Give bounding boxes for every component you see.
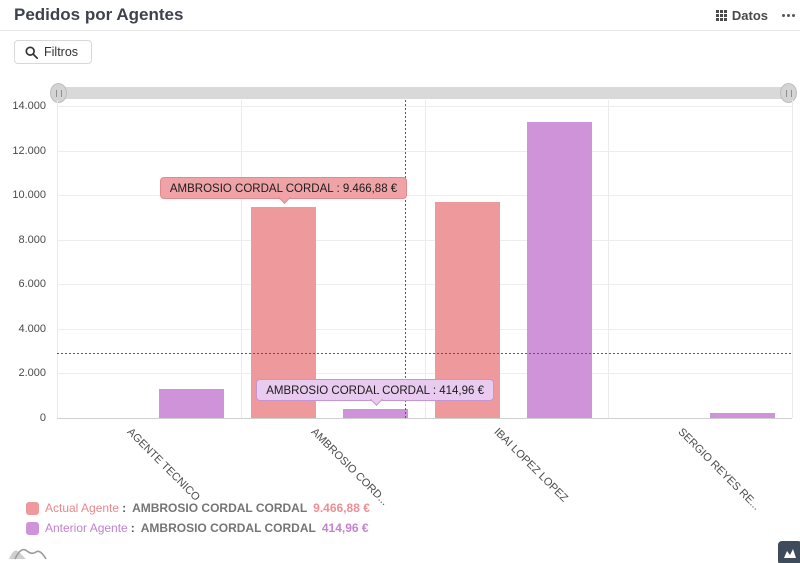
filter-toolbar: Filtros xyxy=(14,40,93,64)
x-axis-label-agente-tecnico: AGENTE TECNICO xyxy=(124,426,202,504)
legend-separator: : xyxy=(130,521,135,535)
series-tooltip-actual-agente: AMBROSIO CORDAL CORDAL : 9.466,88 € xyxy=(159,177,408,204)
filters-label: Filtros xyxy=(44,45,79,59)
bar-anterior-agente-ambrosio-cord[interactable] xyxy=(342,408,408,418)
legend-series-name: Anterior Agente xyxy=(45,521,128,535)
cursor-vertical-line xyxy=(404,100,406,418)
chart-scrollbar[interactable] xyxy=(50,83,797,103)
y-axis-tick-label: 6.000 xyxy=(18,278,46,291)
y-axis-tick-label: 10.000 xyxy=(12,189,46,202)
chart-menu-icon[interactable] xyxy=(778,541,800,563)
scrollbar-track[interactable] xyxy=(52,87,795,99)
v-gridline xyxy=(608,100,610,418)
v-gridline xyxy=(424,100,426,418)
legend-agent-name: AMBROSIO CORDAL CORDAL xyxy=(132,501,308,515)
filters-button[interactable]: Filtros xyxy=(14,40,93,64)
more-menu-icon[interactable] xyxy=(780,12,797,19)
y-axis-tick-label: 0 xyxy=(39,412,46,424)
y-axis-tick-label: 4.000 xyxy=(18,322,46,335)
mini-chart-icon xyxy=(784,549,796,558)
legend-agent-name: AMBROSIO CORDAL CORDAL xyxy=(140,521,316,535)
legend-swatch xyxy=(26,521,39,535)
search-icon xyxy=(25,45,38,59)
x-axis-label-ambrosio-cord: AMBROSIO CORD... xyxy=(308,426,391,508)
widget-header: Pedidos por Agentes Datos xyxy=(0,0,800,31)
page-title: Pedidos por Agentes xyxy=(14,5,184,24)
legend-value: 414,96 € xyxy=(321,521,369,535)
v-gridline xyxy=(240,100,242,418)
legend-value: 9.466,88 € xyxy=(313,501,370,515)
legend-series-name: Actual Agente xyxy=(45,501,120,515)
chart-legend: Actual Agente: AMBROSIO CORDAL CORDAL 9.46… xyxy=(26,501,370,535)
datos-button[interactable]: Datos xyxy=(715,7,768,23)
x-axis-label-ibai-lopez-lopez: IBAI LOPEZ LOPEZ xyxy=(491,426,571,505)
grid-icon xyxy=(715,9,727,21)
header-actions: Datos xyxy=(715,7,800,23)
bar-anterior-agente-ibai-lopez-lopez[interactable] xyxy=(526,121,592,418)
legend-separator: : xyxy=(122,501,127,515)
bar-anterior-agente-agente-tecnico[interactable] xyxy=(159,389,224,418)
cursor-horizontal-line xyxy=(57,353,792,355)
v-gridline xyxy=(792,100,793,418)
scrollbar-left-grip[interactable] xyxy=(50,83,67,103)
tooltip-pointer xyxy=(370,392,384,406)
tooltip-pointer xyxy=(278,191,292,204)
y-axis-tick-label: 12.000 xyxy=(12,144,46,157)
bar-anterior-agente-sergio-reyes-re[interactable] xyxy=(710,413,776,418)
legend-item-actual-agente[interactable]: Actual Agente: AMBROSIO CORDAL CORDAL 9.46… xyxy=(26,501,370,515)
y-axis-tick-label: 2.000 xyxy=(18,367,46,380)
datos-label: Datos xyxy=(731,7,768,23)
y-axis-tick-label: 14.000 xyxy=(12,100,46,112)
x-axis-line xyxy=(57,418,792,419)
v-gridline xyxy=(57,100,58,418)
x-axis-label-sergio-reyes-re: SERGIO REYES RE... xyxy=(675,426,763,513)
amcharts-logo[interactable] xyxy=(8,544,48,561)
scrollbar-right-grip[interactable] xyxy=(780,83,797,103)
series-tooltip-anterior-agente: AMBROSIO CORDAL CORDAL : 414,96 € xyxy=(256,378,494,406)
legend-item-anterior-agente[interactable]: Anterior Agente: AMBROSIO CORDAL CORDAL 41… xyxy=(26,521,370,535)
legend-swatch xyxy=(26,501,39,515)
y-axis-tick-label: 8.000 xyxy=(18,233,46,246)
